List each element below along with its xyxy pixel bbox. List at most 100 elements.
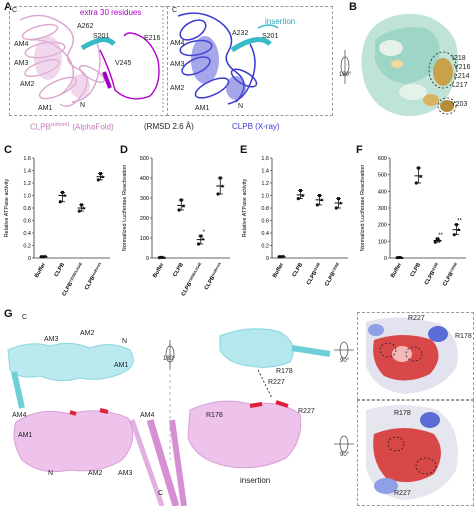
data-point <box>417 166 420 170</box>
label-insertion-a: insertion <box>265 17 296 26</box>
data-point <box>201 237 205 241</box>
y-tick-label: 100 <box>378 239 387 245</box>
data-point <box>216 192 220 196</box>
g-surf-bottom-r227: R227 <box>394 490 411 497</box>
y-tick-label: 0.4 <box>23 231 31 237</box>
g-label-rot-center: 180° <box>163 356 176 362</box>
y-tick-label: 500 <box>378 173 387 179</box>
data-point <box>433 240 437 244</box>
label-v216: V216 <box>454 64 471 71</box>
x-tick-label: CLPBisoform1 <box>84 262 105 291</box>
x-tick-label: Buffer <box>272 261 286 279</box>
data-point <box>438 238 442 242</box>
g-label-n-top: N <box>122 338 128 345</box>
data-point <box>414 181 418 185</box>
label-l217: L217 <box>452 82 468 89</box>
rmsd-text: (RMSD 2.6 Å) <box>144 122 194 131</box>
data-point <box>315 203 319 207</box>
significance-mark: * <box>203 230 206 236</box>
label-a-left-c: C <box>12 7 18 14</box>
data-point <box>457 227 461 231</box>
g-label-r227-b: R227 <box>298 408 315 415</box>
x-tick-label: CLPB <box>410 262 423 278</box>
g-rot-top-icon <box>334 341 354 359</box>
label-l214: L214 <box>454 73 470 80</box>
data-point <box>218 176 222 180</box>
y-axis-label: Normalized Luciferase Reactivation <box>360 165 366 252</box>
g-label-am1-top: AM1 <box>114 362 129 369</box>
g-label-c-top: C <box>22 314 28 321</box>
data-point <box>334 206 338 210</box>
y-tick-label: 1.6 <box>261 156 269 162</box>
y-tick-label: 1.4 <box>261 169 269 175</box>
x-tick-label: Buffer <box>390 261 404 279</box>
label-e216: E216 <box>144 35 161 42</box>
label-a-right-am3: AM3 <box>170 61 185 68</box>
g-label-r178-b: R178 <box>206 412 223 419</box>
g-label-am3: AM3 <box>44 336 59 343</box>
g-surfaces <box>334 317 458 500</box>
panel-g-structures <box>7 328 331 506</box>
y-tick-label: 0.4 <box>261 231 269 237</box>
label-s201-right: S201 <box>262 33 279 40</box>
label-a-right-am4: AM4 <box>170 40 185 47</box>
y-tick-label: 0.8 <box>23 206 31 212</box>
label-a-left-am3: AM3 <box>14 60 29 67</box>
y-tick-label: 0.6 <box>261 219 269 225</box>
g-surf-top-r227: R227 <box>408 315 425 322</box>
y-tick-label: 0 <box>384 256 387 262</box>
data-point <box>318 194 321 197</box>
label-a-left-n: N <box>80 102 86 109</box>
chart-e: Relative ATPase activity 0 0.2 0.4 0.6 0.8 1.0… <box>242 156 348 287</box>
y-tick-label: 1.2 <box>23 181 31 187</box>
data-point <box>301 193 305 197</box>
data-point <box>77 209 81 213</box>
data-point <box>82 206 86 210</box>
y-axis-label: Relative ATPase activity <box>242 178 248 237</box>
data-point <box>162 255 166 259</box>
chart-d: Normalized Luciferase Reactivation 0 100 20… <box>122 156 230 297</box>
data-point <box>101 174 105 179</box>
y-tick-label: 400 <box>378 189 387 195</box>
g-label-am2-bottom: AM2 <box>88 470 103 477</box>
g-label-insertion: insertion <box>240 476 271 485</box>
data-point <box>419 174 423 178</box>
panel-a-right-frame <box>167 6 333 116</box>
label-b-rotation: 180° <box>339 72 352 78</box>
panel-letter-f: F <box>356 144 363 156</box>
data-point <box>452 233 456 237</box>
panel-letter-b: B <box>349 1 357 13</box>
significance-mark: ** <box>457 219 462 225</box>
data-point <box>280 255 283 259</box>
label-a-right-c: C <box>172 7 178 14</box>
y-tick-label: 200 <box>378 223 387 229</box>
data-point <box>339 201 343 205</box>
label-a-right-am1: AM1 <box>195 105 210 112</box>
data-point <box>196 242 201 246</box>
caption-clpb-alphafold: CLPBisoform1 (AlphaFold) <box>30 122 114 132</box>
data-point <box>160 255 164 259</box>
caption-clpb-suffix: (AlphaFold) <box>72 122 114 132</box>
x-tick-label: CLPBI218E <box>423 261 441 286</box>
panel-letter-e: E <box>240 144 248 156</box>
caption-clpb-sup: isoform1 <box>50 122 71 128</box>
y-tick-label: 0 <box>28 256 31 262</box>
data-point <box>96 178 100 182</box>
y-axis-label: Relative ATPase activity <box>4 178 10 237</box>
x-tick-label: CLPBI218E <box>305 261 323 286</box>
data-point <box>63 193 67 197</box>
g-label-n-bottom: N <box>48 470 54 477</box>
data-point <box>455 223 458 227</box>
y-tick-label: 300 <box>378 206 387 212</box>
g-label-am1-bottom: AM1 <box>18 432 33 439</box>
caption-clpb-base: CLPB <box>30 122 51 132</box>
chart-c: Relative ATPase activity 0 0.2 0.4 0.6 0.8 1.0… <box>4 156 110 297</box>
x-tick-label: CLPBY203E <box>324 261 343 287</box>
y-tick-label: 0.8 <box>261 206 269 212</box>
g-label-r227-a: R227 <box>268 379 285 386</box>
y-tick-label: 1.0 <box>23 194 31 200</box>
y-tick-label: 0 <box>146 256 149 262</box>
x-tick-label: CLPBY203E <box>442 261 461 287</box>
y-tick-label: 0.2 <box>261 244 269 250</box>
data-point <box>58 200 62 204</box>
